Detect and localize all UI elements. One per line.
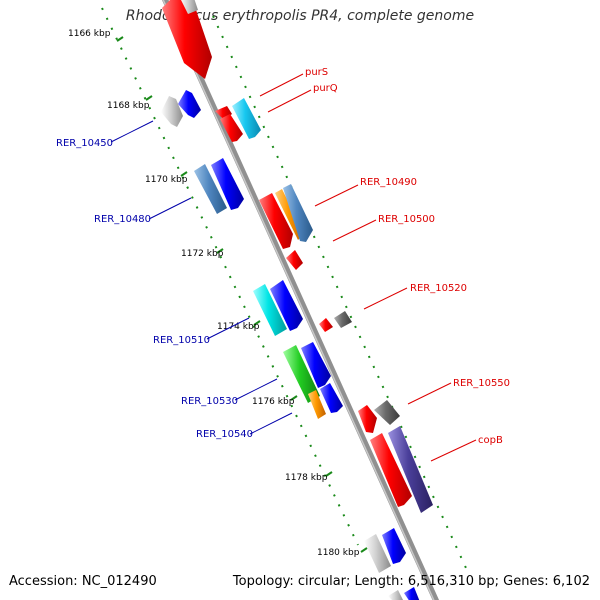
tick-mark <box>360 547 368 553</box>
leader-line <box>206 317 250 340</box>
topology-text: Topology: circular; Length: 6,516,310 bp… <box>232 574 590 589</box>
genome-backbone <box>161 0 440 600</box>
tick-mark <box>145 95 153 101</box>
gene-label-purQ: purQ <box>313 83 338 94</box>
gene-label-RER-10480: RER_10480 <box>94 214 151 225</box>
gene-label-RER-10540: RER_10540 <box>196 429 253 440</box>
backbone-highlight <box>162 0 435 600</box>
kbp-tick-label: 1176 kbp <box>252 397 295 407</box>
leader-line <box>234 378 278 401</box>
gene-red-arrow <box>358 405 377 433</box>
leader-line <box>332 219 377 242</box>
gene-label-copB: copB <box>478 435 503 446</box>
tick-mark <box>325 471 333 477</box>
gene-label-RER-10490: RER_10490 <box>360 177 417 188</box>
leader-line <box>148 197 192 220</box>
kbp-tick-label: 1178 kbp <box>285 473 328 483</box>
gene-red-arrow <box>162 0 212 79</box>
gene-label-RER-10520: RER_10520 <box>410 283 467 294</box>
kbp-tick-label: 1172 kbp <box>181 249 224 259</box>
right-dotted-ring <box>212 15 467 569</box>
tick-mark <box>290 395 298 401</box>
gene-gray-arrow <box>364 534 391 573</box>
gene-steelblue-arrow <box>283 184 313 242</box>
gene-label-RER-10500: RER_10500 <box>378 214 435 225</box>
gene-rer-10550-arrow <box>374 400 400 425</box>
gene-label-RER-10510: RER_10510 <box>153 335 210 346</box>
gene-rer-10500-arrow <box>286 250 303 270</box>
gene-rer-10480-arrow <box>194 164 227 214</box>
leader-line <box>430 439 477 462</box>
gene-rer-10520-arrow <box>319 318 333 332</box>
kbp-tick-label: 1180 kbp <box>317 548 360 558</box>
gene-blue-arrow <box>301 342 331 388</box>
leader-line <box>314 184 359 207</box>
left-dotted-ring <box>101 7 359 546</box>
gene-label-RER-10550: RER_10550 <box>453 378 510 389</box>
accession-text: Accession: NC_012490 <box>9 574 157 589</box>
gene-purq-arrow <box>220 114 243 142</box>
tick-mark <box>180 171 188 177</box>
kbp-tick-label: 1174 kbp <box>217 322 260 332</box>
map-title: Rhodococcus erythropolis PR4, complete g… <box>125 8 475 24</box>
leader-line <box>363 287 408 310</box>
leader-line <box>110 120 154 143</box>
gene-red-arrow <box>370 433 412 507</box>
leader-line <box>407 382 452 405</box>
gene-rer-10510-arrow <box>253 284 287 336</box>
gene-darkgray-arrow <box>334 311 352 328</box>
gene-rer-10490-arrow <box>259 193 293 249</box>
gene-rer-10540-arrow <box>308 390 326 419</box>
leader-line <box>259 73 304 97</box>
gene-label-RER-10450: RER_10450 <box>56 138 113 149</box>
tick-mark <box>253 320 261 326</box>
kbp-tick-label: 1168 kbp <box>107 101 150 111</box>
kbp-tick-label: 1166 kbp <box>68 29 111 39</box>
gene-copb-arrow <box>388 426 433 513</box>
leader-line <box>267 89 312 113</box>
gene-rer-10530-arrow <box>283 345 320 403</box>
gene-blue-arrow <box>270 280 303 331</box>
tick-mark <box>216 248 224 254</box>
gene-blue-arrow <box>404 587 420 600</box>
gene-blue-arrow <box>178 90 201 118</box>
gene-gray-arrow <box>181 0 198 14</box>
gene-blue-arrow <box>382 528 406 564</box>
gene-blue-arrow <box>320 383 343 413</box>
gene-label-RER-10530: RER_10530 <box>181 396 238 407</box>
gene-gray-arrow <box>161 96 183 127</box>
leader-line <box>249 412 293 435</box>
gene-cyan-arrow <box>232 98 261 139</box>
gene-gray-arrow <box>388 590 403 600</box>
tick-mark <box>116 36 124 42</box>
gene-label-purS: purS <box>305 67 328 78</box>
kbp-tick-label: 1170 kbp <box>145 175 188 185</box>
gene-blue-arrow <box>211 158 244 210</box>
